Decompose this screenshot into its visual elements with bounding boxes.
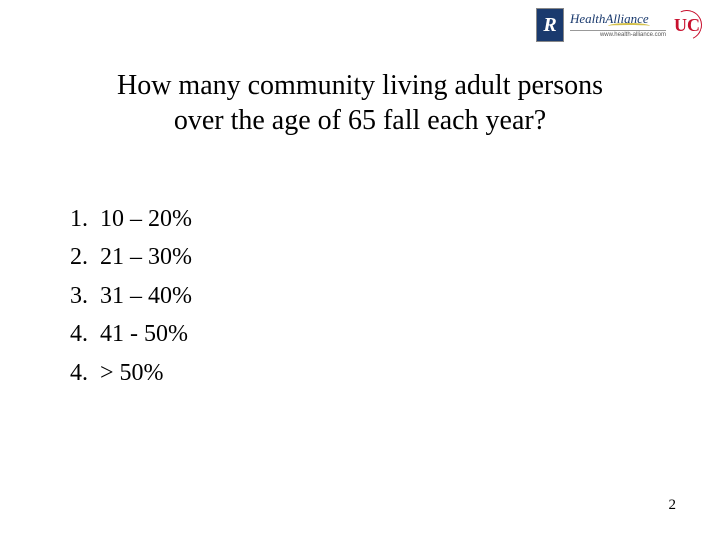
- list-item: 3. 31 – 40%: [64, 277, 192, 315]
- title-line-2: over the age of 65 fall each year?: [0, 103, 720, 138]
- logo-health-alliance-url: www.health-alliance.com: [570, 30, 666, 38]
- list-item: 4. 41 - 50%: [64, 315, 192, 353]
- option-text: 41 - 50%: [100, 315, 188, 353]
- list-item: 4. > 50%: [64, 354, 192, 392]
- option-number: 4.: [64, 315, 100, 353]
- list-item: 1. 10 – 20%: [64, 200, 192, 238]
- option-text: 10 – 20%: [100, 200, 192, 238]
- option-number: 4.: [64, 354, 100, 392]
- option-number: 1.: [64, 200, 100, 238]
- logo-health-alliance: HealthAlliance www.health-alliance.com: [570, 12, 666, 38]
- option-text: 31 – 40%: [100, 277, 192, 315]
- page-number: 2: [669, 497, 677, 514]
- logo-health-alliance-text: HealthAlliance: [570, 12, 649, 25]
- option-number: 3.: [64, 277, 100, 315]
- option-text: > 50%: [100, 354, 164, 392]
- slide-title: How many community living adult persons …: [0, 68, 720, 138]
- option-text: 21 – 30%: [100, 238, 192, 276]
- logo-uc-icon: UC: [672, 10, 702, 40]
- option-number: 2.: [64, 238, 100, 276]
- logo-bar: R HealthAlliance www.health-alliance.com…: [536, 8, 702, 42]
- answer-options: 1. 10 – 20% 2. 21 – 30% 3. 31 – 40% 4. 4…: [64, 200, 192, 392]
- logo-r-icon: R: [536, 8, 564, 42]
- title-line-1: How many community living adult persons: [0, 68, 720, 103]
- list-item: 2. 21 – 30%: [64, 238, 192, 276]
